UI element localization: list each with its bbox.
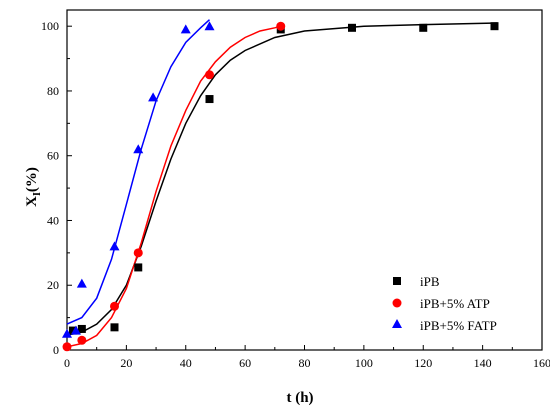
data-point-circle bbox=[276, 21, 286, 31]
y-tick-label: 0 bbox=[53, 343, 59, 357]
fit-curve-series-2 bbox=[66, 19, 211, 325]
data-point-circle bbox=[205, 70, 214, 80]
fit-curves bbox=[66, 19, 498, 348]
x-tick-label: 120 bbox=[414, 356, 432, 370]
data-point-circle bbox=[133, 248, 143, 258]
legend-label-atp: iPB+5% ATP bbox=[420, 296, 490, 311]
x-axis-title: t (h) bbox=[286, 390, 313, 406]
y-axis-title-main: X bbox=[24, 196, 40, 207]
y-axis-title-sub: I bbox=[32, 192, 43, 196]
legend-entry-fatp: iPB+5% FATP bbox=[392, 318, 497, 333]
data-point-circle bbox=[62, 342, 72, 352]
legend-marker-triangle bbox=[392, 319, 402, 328]
x-tick-label: 80 bbox=[299, 356, 311, 370]
data-point-square bbox=[348, 23, 356, 32]
legend-label-ipb: iPB bbox=[420, 274, 440, 289]
data-point-square bbox=[68, 326, 77, 335]
data-point-triangle bbox=[76, 278, 87, 288]
legend-marker-circle bbox=[392, 298, 402, 308]
data-point-square bbox=[77, 324, 86, 333]
data-point-triangle bbox=[109, 241, 120, 251]
data-point-triangle bbox=[148, 92, 159, 102]
data-point-square bbox=[490, 22, 499, 31]
legend-marker-square bbox=[393, 277, 401, 285]
data-point-triangle bbox=[204, 21, 215, 31]
data-point-triangle bbox=[70, 325, 81, 335]
x-tick-label: 100 bbox=[355, 356, 373, 370]
legend-label-fatp: iPB+5% FATP bbox=[420, 318, 497, 333]
legend: iPB iPB+5% ATP iPB+5% FATP bbox=[392, 274, 497, 333]
x-tick-label: 160 bbox=[533, 356, 550, 370]
y-axis: 0 20 40 60 80 100 bbox=[41, 19, 72, 357]
data-point-square bbox=[110, 323, 119, 332]
data-point-square bbox=[419, 23, 428, 32]
data-point-square bbox=[205, 95, 214, 104]
fit-curve-series-0 bbox=[66, 22, 498, 336]
y-tick-label: 20 bbox=[47, 278, 59, 292]
data-point-triangle bbox=[62, 328, 72, 338]
x-tick-label: 0 bbox=[64, 356, 70, 370]
data-point-triangle bbox=[133, 144, 144, 154]
y-tick-label: 60 bbox=[47, 149, 59, 163]
y-axis-title-rest: (%) bbox=[24, 167, 40, 192]
x-tick-label: 60 bbox=[239, 356, 251, 370]
x-tick-label: 40 bbox=[180, 356, 192, 370]
x-tick-label: 140 bbox=[474, 356, 492, 370]
y-tick-label: 80 bbox=[47, 84, 59, 98]
y-axis-title: XI(%) bbox=[24, 167, 43, 207]
data-markers bbox=[62, 21, 499, 352]
data-point-circle bbox=[77, 335, 87, 345]
data-point-circle bbox=[110, 301, 119, 311]
y-tick-label: 100 bbox=[41, 19, 59, 33]
x-tick-label: 20 bbox=[120, 356, 132, 370]
x-axis: 0 20 40 60 80 100 120 140 160 bbox=[64, 345, 550, 370]
data-point-square bbox=[134, 263, 143, 272]
data-point-triangle bbox=[180, 24, 191, 34]
legend-entry-atp: iPB+5% ATP bbox=[392, 296, 490, 311]
legend-entry-ipb: iPB bbox=[393, 274, 440, 289]
fit-curve-series-1 bbox=[66, 25, 281, 348]
y-tick-label: 40 bbox=[47, 213, 59, 227]
